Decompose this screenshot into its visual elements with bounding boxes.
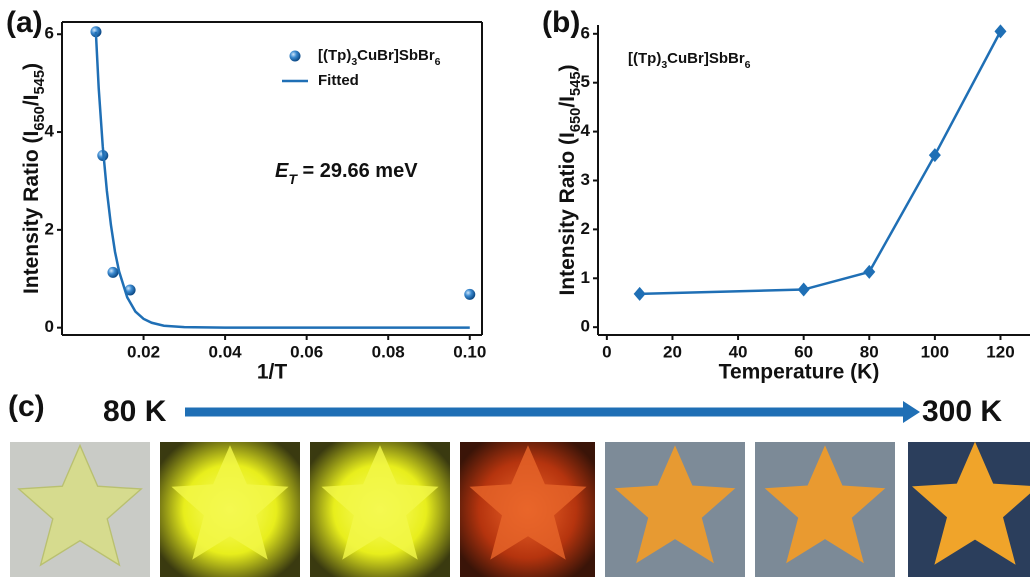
y-tick-label: 0: [581, 317, 590, 336]
point: [464, 289, 475, 300]
legend-label: [(Tp)3CuBr]SbBr6: [318, 47, 441, 68]
y-tick-label: 0: [45, 317, 54, 336]
x-tick-label: 60: [794, 342, 813, 361]
y-tick-label: 3: [581, 170, 590, 189]
x-tick-label: 100: [921, 342, 949, 361]
x-tick-label: 0.02: [127, 342, 160, 361]
photo-strip: [10, 442, 1030, 577]
x-tick-label: 0.10: [453, 342, 486, 361]
point: [107, 267, 118, 278]
y-tick-label: 2: [581, 219, 590, 238]
x-tick-label: 0: [602, 342, 611, 361]
y-tick-label: 6: [581, 23, 590, 42]
figure: (c) 80 K 300 K 0.020.040.060.080.1002461…: [0, 0, 1030, 577]
y-tick-label: 2: [45, 219, 54, 238]
x-axis-label: Temperature (K): [719, 361, 880, 384]
series-line: [640, 31, 1001, 294]
legend-label: Fitted: [318, 72, 359, 89]
panel-label: (a): [6, 6, 43, 39]
legend-marker: [290, 51, 301, 62]
point: [994, 24, 1006, 38]
x-tick-label: 40: [729, 342, 748, 361]
y-tick-label: 1: [581, 268, 590, 287]
point: [798, 283, 810, 297]
x-tick-label: 20: [663, 342, 682, 361]
y-tick-label: 6: [45, 24, 54, 43]
x-tick-label: 120: [986, 342, 1014, 361]
legend-label: [(Tp)3CuBr]SbBr6: [628, 50, 751, 71]
x-tick-label: 80: [860, 342, 879, 361]
x-tick-label: 0.08: [372, 342, 405, 361]
temperature-end: 300 K: [922, 395, 1002, 428]
x-tick-label: 0.04: [209, 342, 243, 361]
x-tick-label: 0.06: [290, 342, 323, 361]
y-axis-label: Intensity Ratio (I650/I545): [20, 63, 48, 294]
point: [634, 287, 646, 301]
temperature-start: 80 K: [103, 395, 167, 428]
panel-label: (b): [542, 6, 580, 39]
x-axis-label: 1/T: [257, 361, 288, 384]
point: [863, 265, 875, 279]
panel-label: (c): [8, 390, 45, 423]
arrow-head: [903, 401, 920, 423]
annotation: ET = 29.66 meV: [275, 160, 418, 186]
point: [929, 148, 941, 162]
